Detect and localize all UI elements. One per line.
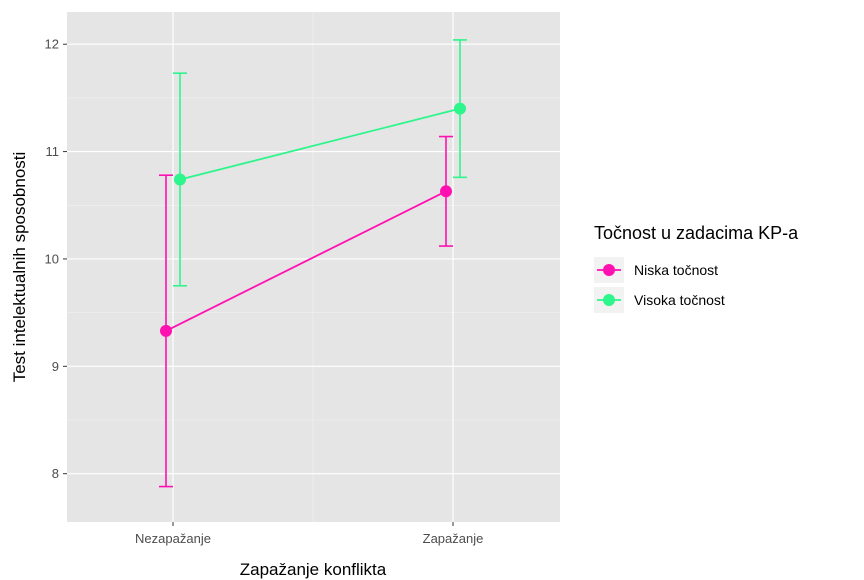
y-tick-label: 12 xyxy=(45,37,59,52)
y-axis-title: Test intelektualnih sposobnosti xyxy=(10,152,29,383)
y-tick-label: 10 xyxy=(45,251,59,266)
series-line xyxy=(179,107,461,181)
legend-key-point xyxy=(603,294,615,306)
legend-keys xyxy=(597,264,621,306)
legend: Točnost u zadacima KP-a Niska točnost Vi… xyxy=(594,223,799,313)
series-line xyxy=(165,190,447,332)
x-tick-label: Nezapažanje xyxy=(135,531,211,546)
axes-layer: 8 9 10 11 12 Nezapažanje Zapažanje xyxy=(45,37,484,546)
grid-minor xyxy=(67,12,560,522)
legend-label-visoka: Visoka točnost xyxy=(634,292,725,308)
data-point xyxy=(454,102,466,115)
y-tick-label: 11 xyxy=(46,144,60,159)
legend-key-point xyxy=(603,264,615,276)
grid-major xyxy=(67,12,560,522)
plot-panel xyxy=(67,12,560,522)
data-point xyxy=(440,185,452,198)
legend-label-niska: Niska točnost xyxy=(634,262,718,278)
legend-title: Točnost u zadacima KP-a xyxy=(594,223,799,243)
y-tick-label: 8 xyxy=(52,466,59,481)
series-layer xyxy=(159,39,467,488)
data-point xyxy=(160,324,172,337)
x-axis-title: Zapažanje konflikta xyxy=(240,560,387,579)
y-tick-label: 9 xyxy=(52,359,59,374)
data-point xyxy=(174,173,186,186)
x-tick-label: Zapažanje xyxy=(423,531,484,546)
